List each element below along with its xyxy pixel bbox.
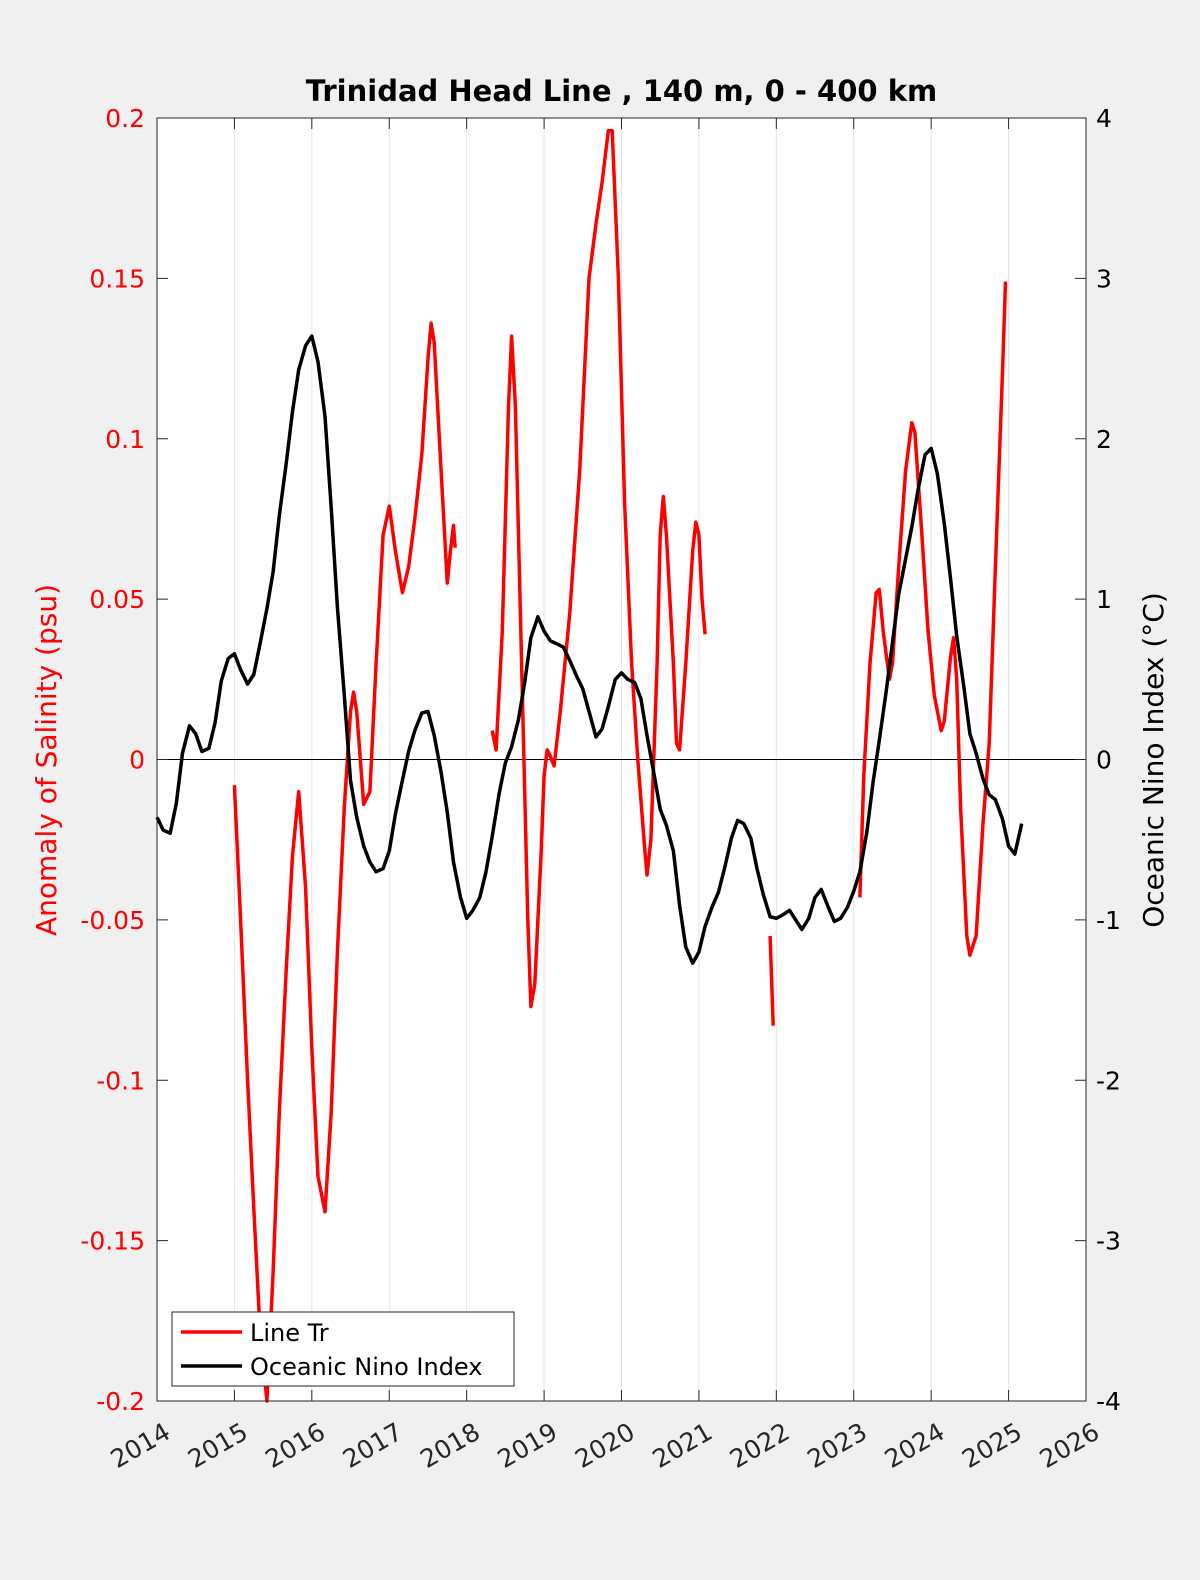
chart-title: Trinidad Head Line , 140 m, 0 - 400 km (306, 74, 937, 108)
salinity-anomaly-line (768, 935, 775, 1026)
oni-line (155, 334, 1024, 965)
y-left-tick-label: -0.1 (96, 1066, 145, 1095)
y-right-tick-label: -4 (1096, 1387, 1121, 1416)
y-left-tick-label: 0.2 (105, 104, 145, 133)
legend-label-oni: Oceanic Nino Index (250, 1353, 482, 1381)
salinity-anomaly-line (232, 321, 457, 1403)
y-right-tick-label: 4 (1096, 104, 1112, 133)
y-left-tick-label: 0.05 (89, 585, 145, 614)
legend: Line Tr Oceanic Nino Index (171, 1311, 515, 1387)
y-right-tick-label: 0 (1096, 746, 1112, 775)
y-left-tick-label: 0.1 (105, 425, 145, 454)
y-right-tick-label: 3 (1096, 264, 1112, 293)
y-left-tick-label: -0.2 (96, 1387, 145, 1416)
y-left-tick-label: 0.15 (89, 264, 145, 293)
salinity-anomaly-line (490, 129, 707, 1009)
y-axis-left-label: Anomaly of Salinity (psu) (30, 584, 63, 936)
y-right-tick-label: -3 (1096, 1227, 1121, 1256)
y-left-tick-label: -0.05 (80, 906, 145, 935)
y-left-tick-label: -0.15 (80, 1227, 145, 1256)
y-axis-right-label: Oceanic Nino Index (°C) (1137, 592, 1170, 928)
salinity-anomaly-line (858, 281, 1008, 957)
legend-label-line-tr: Line Tr (250, 1319, 329, 1347)
y-left-tick-label: 0 (129, 746, 145, 775)
series-layer (155, 129, 1024, 1403)
y-right-tick-label: -2 (1096, 1066, 1121, 1095)
legend-box (171, 1311, 515, 1387)
y-right-tick-label: 1 (1096, 585, 1112, 614)
tick-marks (156, 117, 1087, 1402)
y-right-tick-label: 2 (1096, 425, 1112, 454)
y-right-tick-label: -1 (1096, 906, 1121, 935)
